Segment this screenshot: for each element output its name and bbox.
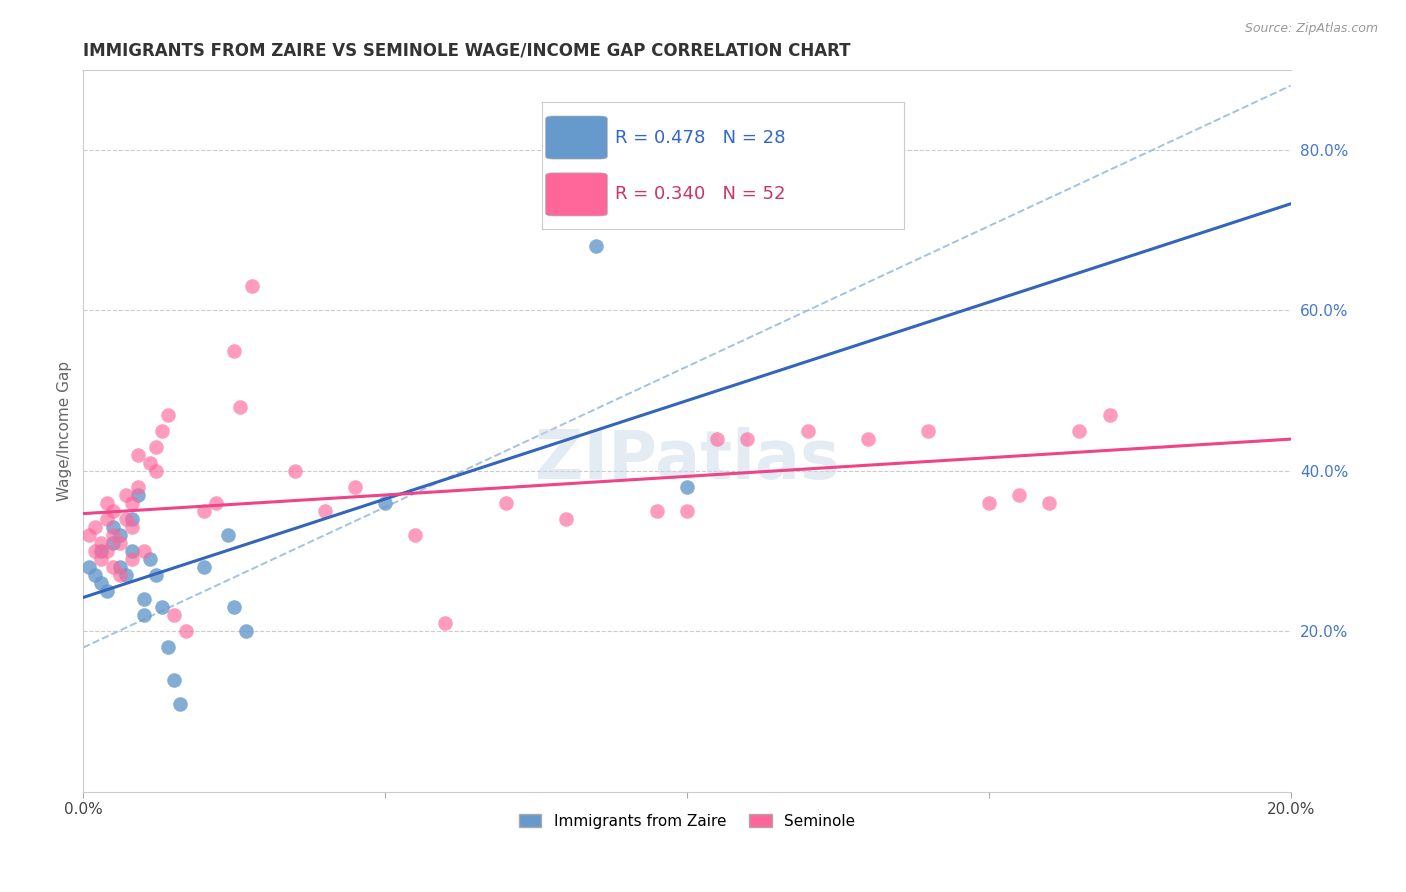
Point <box>114 568 136 582</box>
Point <box>103 528 125 542</box>
Point <box>229 400 252 414</box>
Point <box>156 408 179 422</box>
Point <box>343 480 366 494</box>
Point <box>84 568 107 582</box>
Point <box>706 432 728 446</box>
Point <box>1069 424 1091 438</box>
Point <box>138 456 160 470</box>
Point <box>240 279 263 293</box>
Point <box>132 608 155 623</box>
Point <box>90 576 112 591</box>
Point <box>121 520 143 534</box>
Point <box>977 496 1000 510</box>
Point <box>90 544 112 558</box>
Point <box>150 600 173 615</box>
Point <box>434 616 457 631</box>
Point <box>235 624 257 639</box>
Point <box>108 568 131 582</box>
Point <box>79 560 101 574</box>
Point <box>374 496 396 510</box>
Point <box>114 512 136 526</box>
Point <box>495 496 517 510</box>
Point <box>156 640 179 655</box>
Point <box>145 568 167 582</box>
Point <box>1038 496 1060 510</box>
Point <box>193 504 215 518</box>
Point <box>404 528 426 542</box>
Point <box>114 488 136 502</box>
Point <box>84 544 107 558</box>
Point <box>163 673 186 687</box>
Point <box>314 504 336 518</box>
Point <box>645 504 668 518</box>
Point <box>217 528 239 542</box>
Legend: Immigrants from Zaire, Seminole: Immigrants from Zaire, Seminole <box>512 807 862 835</box>
Point <box>150 424 173 438</box>
Point <box>96 584 118 599</box>
Point <box>79 528 101 542</box>
Point <box>132 544 155 558</box>
Point <box>796 424 818 438</box>
Text: Source: ZipAtlas.com: Source: ZipAtlas.com <box>1244 22 1378 36</box>
Point <box>96 496 118 510</box>
Point <box>555 512 578 526</box>
Point <box>121 544 143 558</box>
Point <box>84 520 107 534</box>
Point <box>224 600 246 615</box>
Point <box>145 464 167 478</box>
Point <box>127 480 149 494</box>
Point <box>917 424 939 438</box>
Point <box>103 560 125 574</box>
Point <box>1098 408 1121 422</box>
Point <box>121 512 143 526</box>
Point <box>121 496 143 510</box>
Y-axis label: Wage/Income Gap: Wage/Income Gap <box>58 360 72 501</box>
Point <box>108 560 131 574</box>
Point <box>96 544 118 558</box>
Point <box>145 440 167 454</box>
Point <box>127 488 149 502</box>
Point <box>174 624 197 639</box>
Point <box>96 512 118 526</box>
Point <box>103 520 125 534</box>
Point <box>737 432 759 446</box>
Text: ZIPatlas: ZIPatlas <box>534 426 839 492</box>
Point <box>284 464 307 478</box>
Point <box>90 552 112 566</box>
Point <box>205 496 228 510</box>
Point <box>585 239 607 253</box>
Point <box>169 697 191 711</box>
Point <box>132 592 155 607</box>
Point <box>224 343 246 358</box>
Point <box>856 432 879 446</box>
Point <box>163 608 186 623</box>
Point <box>121 552 143 566</box>
Point <box>103 536 125 550</box>
Point <box>127 448 149 462</box>
Point <box>1008 488 1031 502</box>
Point <box>108 536 131 550</box>
Point <box>90 536 112 550</box>
Point <box>676 480 699 494</box>
Point <box>193 560 215 574</box>
Text: IMMIGRANTS FROM ZAIRE VS SEMINOLE WAGE/INCOME GAP CORRELATION CHART: IMMIGRANTS FROM ZAIRE VS SEMINOLE WAGE/I… <box>83 42 851 60</box>
Point <box>108 528 131 542</box>
Point <box>103 504 125 518</box>
Point <box>138 552 160 566</box>
Point <box>676 504 699 518</box>
